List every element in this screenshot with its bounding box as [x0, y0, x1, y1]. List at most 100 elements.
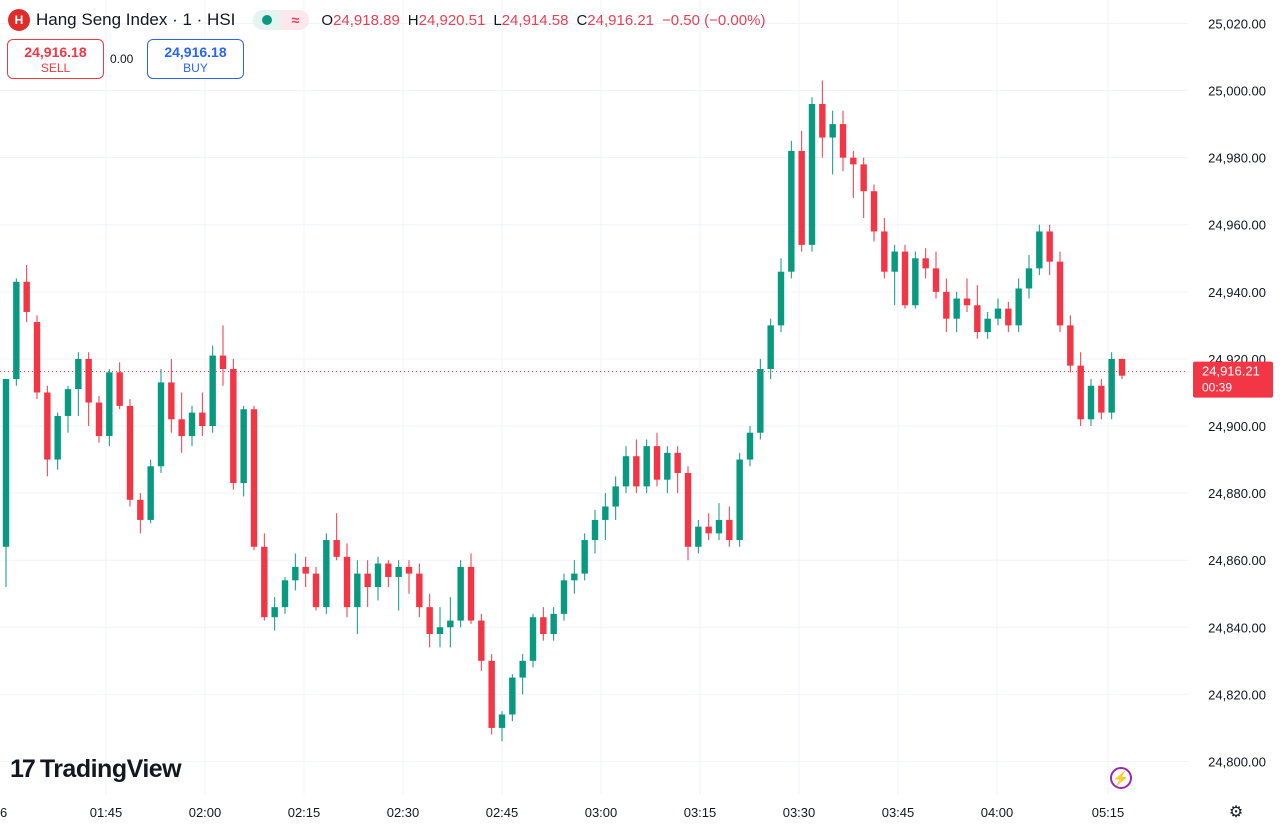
- candle-body: [374, 563, 382, 588]
- candle-body: [343, 556, 351, 608]
- sell-button[interactable]: 24,916.18 SELL: [7, 39, 104, 79]
- price-axis[interactable]: 24,800.00 24,820.00 24,840.00 24,860.00 24,8…: [1208, 16, 1266, 769]
- y-tick-label: 24,840.00: [1208, 620, 1266, 635]
- tradingview-wordmark: TradingView: [39, 755, 182, 783]
- x-tick-label: 03:30: [783, 805, 816, 820]
- candle-body: [974, 305, 981, 333]
- symbol-title[interactable]: Hang Seng Index · 1 · HSI: [36, 10, 236, 29]
- candle-body: [126, 405, 134, 500]
- candle-body: [157, 382, 165, 467]
- candle-body: [726, 519, 733, 541]
- candle: [147, 459, 154, 524]
- y-tick-label: 24,820.00: [1208, 687, 1266, 702]
- ohlc-change: −0.50 (−0.00%): [662, 11, 766, 29]
- candle-body: [1056, 261, 1064, 326]
- candle: [302, 556, 309, 588]
- candle: [374, 556, 382, 601]
- candle: [1005, 301, 1012, 333]
- candle-body: [684, 472, 692, 547]
- candle-body: [230, 368, 237, 484]
- candle: [974, 285, 981, 339]
- candle: [498, 711, 506, 742]
- tradingview-logo[interactable]: 17 TradingView: [10, 755, 182, 784]
- candle-body: [354, 573, 361, 608]
- candle: [1036, 224, 1043, 276]
- candle-body: [292, 566, 299, 581]
- candle-body: [540, 617, 547, 634]
- candle-body: [529, 617, 537, 661]
- candle: [426, 593, 433, 648]
- candle-body: [23, 281, 30, 312]
- candle: [13, 278, 20, 386]
- candle: [85, 352, 92, 427]
- candle-body: [777, 271, 785, 326]
- gear-icon[interactable]: ⚙: [1228, 804, 1244, 821]
- candle: [312, 566, 320, 611]
- candle: [581, 533, 588, 581]
- y-tick-label: 24,980.00: [1208, 151, 1266, 166]
- candle-body: [1025, 268, 1033, 289]
- candle-body: [54, 415, 61, 460]
- candle: [984, 311, 991, 339]
- candle-body: [746, 432, 754, 460]
- y-tick-label: 24,900.00: [1208, 419, 1266, 434]
- candle-body: [819, 103, 826, 138]
- y-tick-label: 24,880.00: [1208, 486, 1266, 501]
- candle: [726, 506, 733, 547]
- market-status-pill[interactable]: ≈: [253, 10, 310, 30]
- candle-body: [1087, 385, 1095, 420]
- ohlc-key-o: O: [321, 11, 334, 29]
- chart-header: H Hang Seng Index · 1 · HSI ≈ O24,918.89…: [8, 6, 773, 34]
- y-tick-label: 24,800.00: [1208, 754, 1266, 769]
- candle-body: [612, 486, 619, 507]
- candle: [560, 573, 568, 621]
- candle-body: [550, 613, 557, 634]
- candle: [715, 503, 723, 541]
- buy-button[interactable]: 24,916.18 BUY: [147, 39, 244, 79]
- candle-body: [281, 580, 289, 608]
- time-axis[interactable]: 01:45 02:00 02:15 02:30 02:45 03:00 03:15 03:30…: [0, 805, 1124, 820]
- sell-price: 24,916.18: [24, 44, 87, 60]
- candle-body: [664, 452, 671, 480]
- y-tick-label: 25,020.00: [1208, 16, 1266, 31]
- candle-body: [808, 103, 816, 245]
- candle: [106, 368, 113, 447]
- candle: [416, 563, 423, 618]
- candle-body: [75, 358, 82, 390]
- candle: [188, 405, 196, 447]
- candle: [1108, 352, 1115, 420]
- candle: [292, 553, 299, 591]
- candle-body: [1118, 358, 1126, 376]
- candle-body: [64, 389, 72, 416]
- candle: [529, 613, 537, 668]
- ohlc-value-c: 24,916.21: [587, 11, 655, 29]
- chart-grid: [0, 0, 1188, 795]
- candle-body: [653, 446, 661, 480]
- buy-price: 24,916.18: [164, 44, 227, 60]
- current-price-label: 24,916.21: [1202, 364, 1260, 379]
- candle: [571, 560, 578, 594]
- lightning-icon[interactable]: ⚡: [1110, 767, 1132, 789]
- candle-body: [994, 308, 1002, 319]
- candle: [674, 446, 681, 494]
- candle: [1046, 224, 1053, 276]
- candle-body: [788, 150, 795, 272]
- candle: [271, 597, 278, 631]
- x-tick-label: 02:45: [486, 805, 519, 820]
- candle-body: [33, 322, 41, 393]
- candle: [75, 352, 82, 416]
- candle: [953, 291, 960, 333]
- candle: [684, 466, 692, 561]
- x-tick-label: 03:00: [585, 805, 618, 820]
- candle: [850, 150, 857, 198]
- candle: [519, 654, 526, 695]
- x-tick-label: 03:15: [684, 805, 717, 820]
- candle: [808, 97, 816, 252]
- candle-body: [757, 368, 764, 433]
- candle-body: [416, 573, 423, 608]
- candle: [250, 405, 258, 551]
- candle: [839, 110, 847, 172]
- candle: [901, 244, 909, 309]
- ohlc-value-o: 24,918.89: [333, 11, 400, 29]
